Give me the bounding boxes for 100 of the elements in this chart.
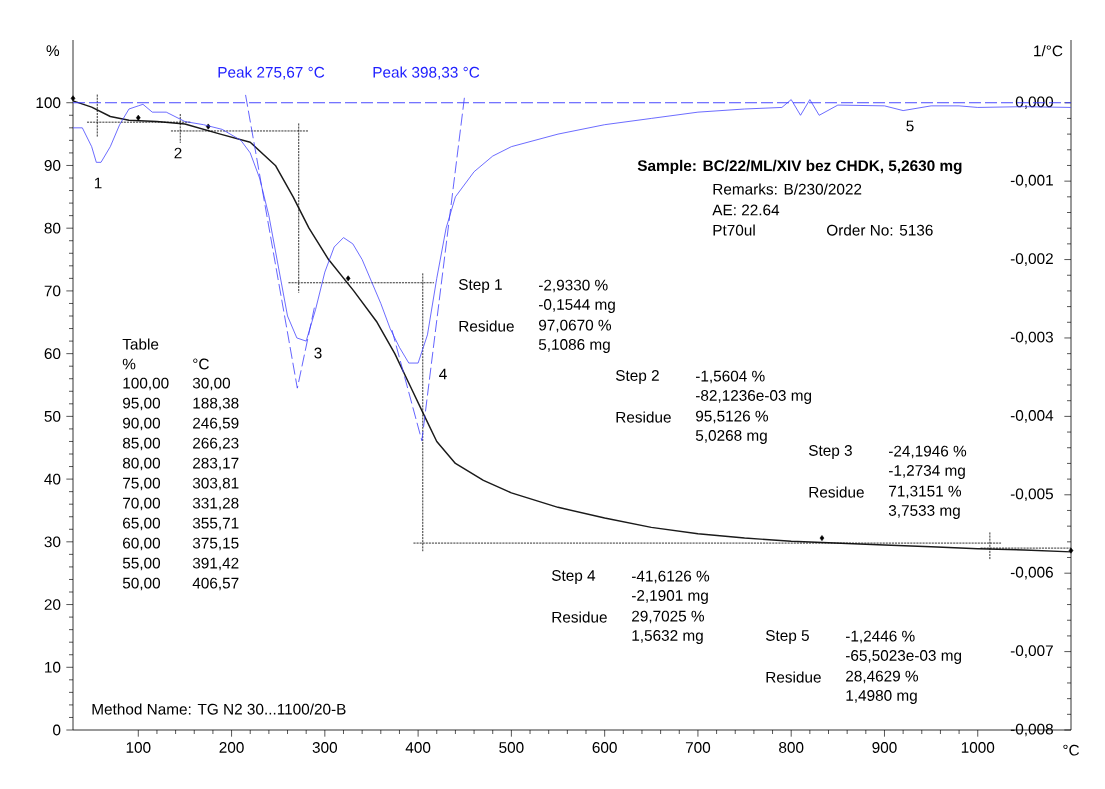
x-tick-label: 800: [779, 742, 804, 753]
point: [345, 275, 351, 282]
annotation: 355,71: [192, 517, 239, 531]
x-tick-label: 600: [592, 742, 617, 753]
annotation: 80,00: [122, 457, 161, 471]
annotation: 95,00: [122, 397, 161, 411]
annotation: 3: [314, 347, 322, 359]
annotation: -1,2734 mg: [888, 465, 965, 479]
annotation: 1: [94, 177, 102, 189]
annotation: 1,4980 mg: [846, 690, 917, 704]
annotation: 5,0268 mg: [695, 430, 767, 444]
x-tick-label: 900: [872, 742, 897, 753]
annotation: Table: [122, 338, 159, 350]
x-tick-label: 200: [219, 742, 244, 753]
annotation: -24,1946 %: [888, 445, 967, 459]
annotation: Order No: 5136: [827, 224, 933, 236]
y-tick-label: 40: [44, 473, 61, 485]
annotation: Peak 398,33 °C: [373, 66, 480, 80]
annotation: 28,4629 %: [846, 670, 919, 684]
x-tick-label: 100: [126, 742, 151, 753]
annotation: %: [122, 358, 136, 370]
annotation: Step 1: [458, 279, 502, 293]
x-tick-label: 1000: [961, 742, 995, 753]
annotation: Residue: [552, 611, 607, 623]
y2-axis-title: 1/°C: [1034, 45, 1063, 57]
annotation: 406,57: [192, 577, 239, 591]
y-tick-label: 90: [44, 160, 61, 171]
annotation: 50,00: [122, 577, 161, 591]
annotation: 303,81: [192, 477, 239, 491]
y-axis-title: %: [46, 45, 60, 57]
x-tick-label: 400: [405, 742, 431, 753]
annotation: Step 2: [615, 370, 659, 384]
annotation: 85,00: [122, 437, 161, 451]
annotation: 2: [174, 147, 182, 159]
y2-tick-label: -0,006: [1010, 566, 1053, 580]
annotation: 71,3151 %: [889, 485, 962, 499]
annotation: 95,5126 %: [695, 410, 769, 424]
annotation: Residue: [459, 320, 514, 332]
y2-tick-label: -0,003: [1010, 331, 1053, 345]
annotation: 283,17: [193, 457, 239, 471]
x-tick-label: 700: [685, 742, 711, 753]
y2-tick-label: 0,000: [1015, 96, 1054, 110]
annotation: 246,59: [193, 417, 239, 431]
annotation: Pt70ul: [713, 224, 755, 236]
annotation: Residue: [809, 486, 864, 498]
annotation: -2,9330 %: [538, 279, 608, 293]
annotation: 375,15: [192, 537, 239, 551]
annotation: 1,5632 mg: [632, 630, 703, 644]
annotation: 60,00: [123, 537, 161, 551]
x-tick-label: 500: [499, 742, 524, 753]
y2-tick-label: -0,001: [1010, 174, 1053, 188]
annotation: Step 5: [765, 630, 809, 644]
annotation: 65,00: [123, 517, 161, 531]
y-tick-label: 0: [53, 724, 61, 736]
annotation: -1,2446 %: [845, 630, 915, 644]
annotation: 331,28: [192, 497, 239, 511]
y-tick-label: 70: [44, 285, 61, 297]
annotation: 266,23: [193, 437, 239, 451]
y-tick-label: 20: [44, 599, 61, 610]
y2-tick-label: -0,002: [1010, 253, 1053, 266]
annotation: Peak 275,67 °C: [218, 66, 325, 80]
annotation: 5,1086 mg: [538, 339, 610, 353]
annotation: 30,00: [192, 377, 231, 391]
annotation: 29,7025 %: [632, 610, 705, 624]
point: [819, 535, 825, 541]
y-tick-label: 30: [44, 536, 61, 548]
annotation: 391,42: [192, 557, 239, 571]
annotation: 3,7533 mg: [888, 505, 960, 519]
x-axis-title: °C: [1063, 744, 1080, 756]
annotation: Method Name: TG N2 30...1100/20-B: [92, 703, 346, 715]
x-tick-label: 300: [312, 742, 338, 753]
annotation: Residue: [616, 411, 671, 423]
annotation: 4: [439, 368, 447, 380]
annotation: Step 4: [551, 570, 596, 584]
annotation: -2,1901 mg: [631, 590, 708, 604]
annotation: -0,1544 mg: [538, 299, 615, 313]
y2-tick-label: -0,004: [1010, 410, 1054, 423]
annotation: -41,6126 %: [631, 570, 710, 584]
annotation: 97,0670 %: [538, 319, 612, 333]
annotation: 100,00: [123, 377, 169, 391]
y-tick-label: 10: [45, 661, 61, 673]
annotation: Remarks: B/230/2022: [713, 183, 862, 195]
annotation: Step 3: [808, 445, 852, 459]
annotation: -82,1236e-03 mg: [695, 390, 812, 404]
annotation: 55,00: [122, 557, 161, 571]
annotation: °C: [193, 358, 209, 370]
y-tick-label: 60: [44, 348, 61, 360]
y2-tick-label: -0,008: [1010, 723, 1053, 737]
annotation: 75,00: [123, 477, 161, 491]
annotation: 5: [906, 120, 914, 132]
annotation: -65,5023e-03 mg: [845, 650, 962, 664]
annotation: 70,00: [123, 497, 161, 511]
annotation: -1,5604 %: [695, 370, 765, 384]
y2-tick-label: -0,005: [1010, 488, 1053, 502]
annotation: AE: 22.64: [712, 204, 780, 216]
y-tick-label: 100: [36, 97, 61, 109]
point: [136, 114, 141, 121]
y-tick-label: 80: [44, 222, 61, 234]
point: [70, 95, 76, 102]
annotation: Sample: BC/22/ML/XIV bez CHDK, 5,2630 mg: [637, 159, 962, 175]
